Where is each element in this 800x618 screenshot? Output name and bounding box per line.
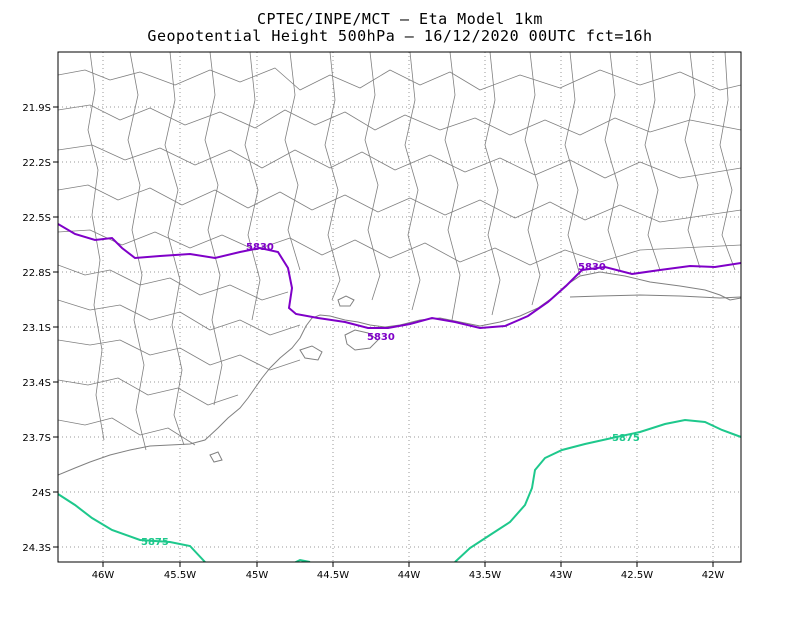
lon-tick-label: 42.5W	[621, 570, 653, 581]
contour-label: 5830	[578, 262, 606, 273]
lon-tick-label: 46W	[92, 570, 115, 581]
chart-subtitle: Geopotential Height 500hPa — 16/12/2020 …	[147, 27, 653, 45]
lat-tick-label: 22.2S	[22, 158, 51, 169]
lat-tick-label: 22.5S	[22, 213, 51, 224]
graticule	[58, 52, 741, 562]
contour-line-5875-small	[293, 558, 311, 562]
lat-tick-label: 23.1S	[22, 323, 51, 334]
lon-tick-label: 42W	[702, 570, 725, 581]
lat-tick-label: 24.3S	[22, 543, 51, 554]
lat-tick-label: 22.8S	[22, 268, 51, 279]
lat-tick-label: 23.7S	[22, 433, 51, 444]
lon-tick-label: 44.5W	[317, 570, 349, 581]
contour-line-5875-west	[58, 493, 206, 562]
contour-line-5830	[58, 223, 741, 330]
contour-label: 5875	[612, 433, 640, 444]
contour-label: 5830	[246, 242, 274, 253]
lon-tick-label: 43.5W	[469, 570, 501, 581]
coastline	[58, 271, 741, 476]
map-frame	[57, 51, 742, 563]
contour-label: 5875	[141, 537, 169, 548]
municipal-boundaries	[58, 52, 741, 451]
lon-tick-label: 45W	[246, 570, 269, 581]
contour-label: 5830	[367, 332, 395, 343]
axis-ticks	[53, 106, 714, 567]
chart-title: CPTEC/INPE/MCT — Eta Model 1km	[257, 10, 543, 28]
contour-line-5875-east	[454, 418, 741, 562]
lon-tick-label: 43W	[550, 570, 573, 581]
lon-tick-label: 44W	[398, 570, 421, 581]
lat-tick-label: 24S	[32, 488, 51, 499]
lat-tick-label: 23.4S	[22, 378, 51, 389]
lat-tick-label: 21.9S	[22, 103, 51, 114]
lon-tick-label: 45.5W	[164, 570, 196, 581]
